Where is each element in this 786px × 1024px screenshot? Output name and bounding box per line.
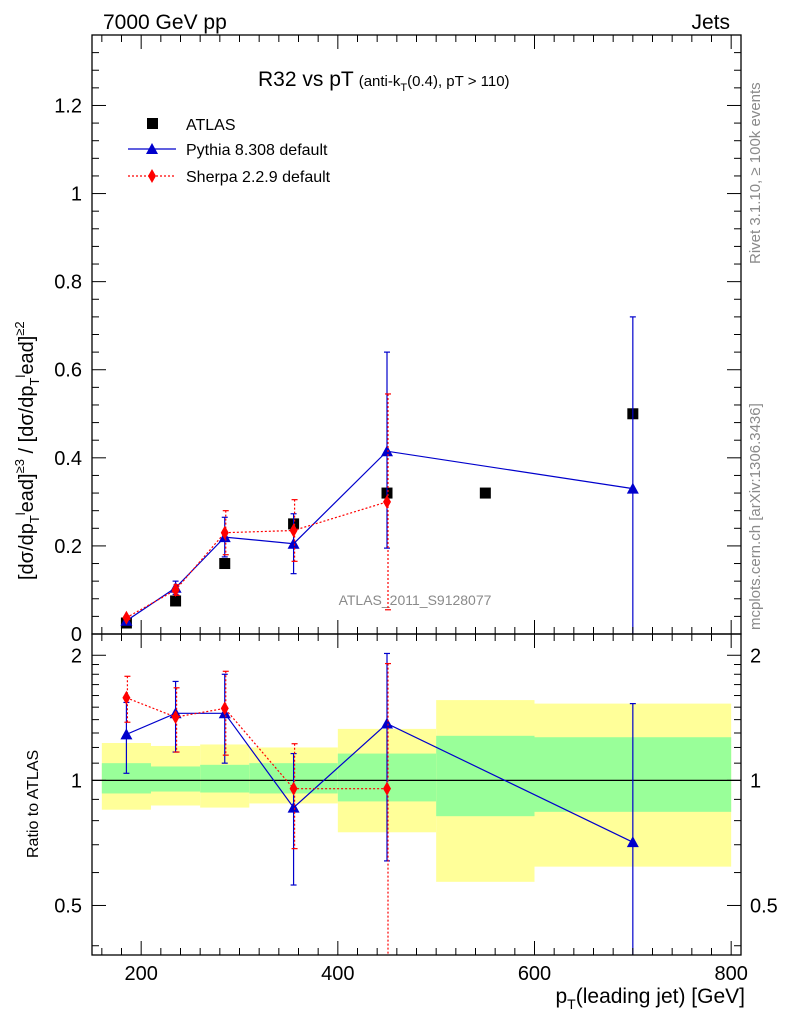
main-marker-pythia-8-308-default xyxy=(626,482,639,494)
ratio-y-tick-label-right: 0.5 xyxy=(750,895,778,917)
main-marker-atlas xyxy=(170,595,182,607)
main-y-tick-label: 0.6 xyxy=(54,360,82,382)
mcplots-label: mcplots.cern.ch [arXiv:1306.3436] xyxy=(747,403,764,630)
ratio-line-pythia-8-308-default xyxy=(126,712,634,843)
ratio-y-tick-label-left: 0.5 xyxy=(54,895,82,917)
ratio-y-axis-label: Ratio to ATLAS xyxy=(25,750,42,858)
main-line-sherpa-2-2-9-default xyxy=(126,501,388,619)
axes: 200 400 600 800 0 0.2 0.4 0.6 0.8 1 1.2 0.5 0.5 1 1 2 2 xyxy=(54,34,778,985)
legend-label-atlas: ATLAS xyxy=(186,117,236,134)
header-right: Jets xyxy=(691,11,730,34)
ratio-marker-pythia-8-308-default xyxy=(287,801,300,813)
main-y-axis-label: [dσ/dpTlead]≥3 / [dσ/dpTlead]≥2 xyxy=(12,321,42,580)
main-marker-pythia-8-308-default xyxy=(381,445,393,457)
x-tick-label: 200 xyxy=(124,963,157,985)
main-marker-sherpa-2-2-9-default xyxy=(122,610,131,625)
ratio-marker-sherpa-2-2-9-default xyxy=(220,701,229,716)
chart-title: R32 vs pT (anti-kT(0.4), pT > 110) xyxy=(258,68,510,94)
rivet-label: Rivet 3.1.10, ≥ 100k events xyxy=(747,82,764,264)
x-tick-label: 400 xyxy=(321,963,354,985)
main-marker-pythia-8-308-default xyxy=(287,537,300,549)
main-y-tick-label: 0.4 xyxy=(54,448,82,470)
main-marker-sherpa-2-2-9-default xyxy=(289,523,298,538)
ratio-y-tick-label-left: 1 xyxy=(71,770,82,792)
ratio-y-tick-label-left: 2 xyxy=(71,645,82,667)
ratio-marker-pythia-8-308-default xyxy=(381,717,393,729)
main-marker-sherpa-2-2-9-default xyxy=(383,494,391,509)
ratio-y-tick-label-right: 1 xyxy=(750,770,761,792)
legend-marker-atlas xyxy=(147,118,158,129)
uncertainty-band-green xyxy=(151,766,201,792)
x-tick-label: 600 xyxy=(518,963,551,985)
ratio-panel xyxy=(92,652,741,955)
main-line-pythia-8-308-default xyxy=(126,450,633,622)
ratio-marker-sherpa-2-2-9-default xyxy=(289,781,298,796)
main-y-tick-label: 1.2 xyxy=(54,95,82,117)
ratio-marker-pythia-8-308-default xyxy=(120,728,133,740)
main-y-tick-label: 1 xyxy=(71,184,82,206)
ratio-marker-sherpa-2-2-9-default xyxy=(171,710,180,725)
main-marker-sherpa-2-2-9-default xyxy=(220,525,229,540)
ratio-y-tick-label-right: 2 xyxy=(750,645,761,667)
header-left: 7000 GeV pp xyxy=(103,11,227,34)
ratio-marker-sherpa-2-2-9-default xyxy=(383,781,391,796)
main-y-tick-label: 0.8 xyxy=(54,272,82,294)
legend-label-pythia: Pythia 8.308 default xyxy=(186,142,328,159)
x-tick-label: 800 xyxy=(714,963,747,985)
x-axis-label: pT(leading jet) [GeV] xyxy=(555,985,745,1012)
main-marker-atlas xyxy=(219,558,231,570)
legend-label-sherpa: Sherpa 2.2.9 default xyxy=(186,169,331,186)
main-marker-atlas xyxy=(479,487,491,499)
legend: ATLAS Pythia 8.308 default Sherpa 2.2.9 … xyxy=(128,117,331,186)
ratio-marker-sherpa-2-2-9-default xyxy=(122,690,131,705)
analysis-watermark: ATLAS_2011_S9128077 xyxy=(339,592,492,608)
uncertainty-band-green xyxy=(200,764,250,793)
ratio-marker-pythia-8-308-default xyxy=(626,836,639,848)
legend-marker-pythia xyxy=(146,143,158,154)
uncertainty-band-green xyxy=(436,735,535,817)
main-y-tick-label: 0 xyxy=(71,624,82,646)
main-y-tick-label: 0.2 xyxy=(54,536,82,558)
main-marker-sherpa-2-2-9-default xyxy=(171,582,180,597)
main-panel xyxy=(120,316,639,634)
legend-marker-sherpa xyxy=(148,169,156,183)
